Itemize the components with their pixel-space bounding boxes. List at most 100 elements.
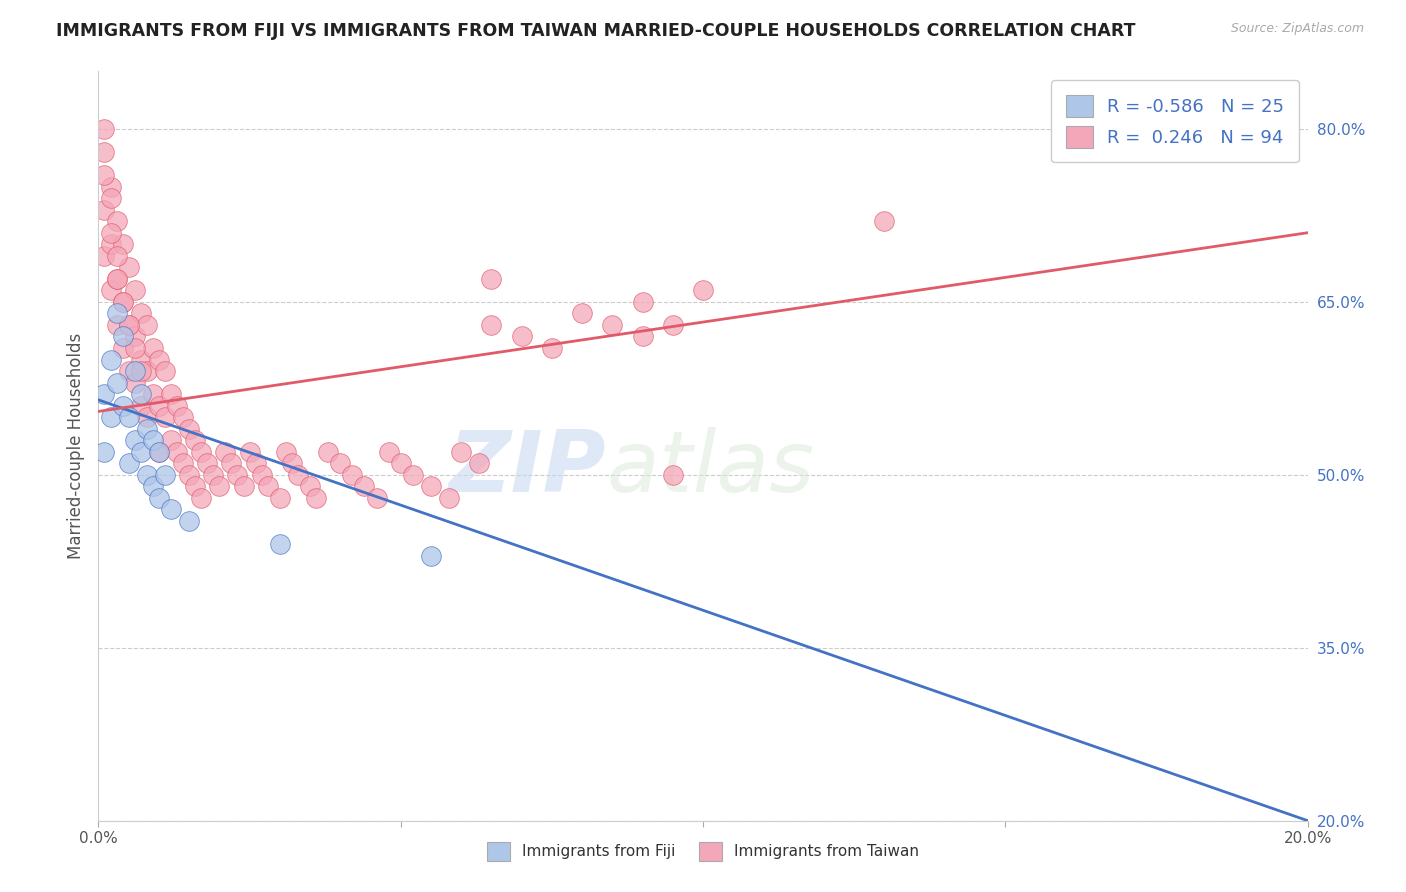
Point (135, 364, 157, 378)
Text: Source: ZipAtlas.com: Source: ZipAtlas.com (1230, 22, 1364, 36)
Point (166, 399, 188, 413)
Text: IMMIGRANTS FROM FIJI VS IMMIGRANTS FROM TAIWAN MARRIED-COUPLE HOUSEHOLDS CORRELA: IMMIGRANTS FROM FIJI VS IMMIGRANTS FROM … (56, 22, 1136, 40)
Point (142, 341, 165, 355)
Point (148, 352, 170, 367)
Point (153, 364, 176, 378)
Point (420, 549, 443, 563)
Point (179, 422, 201, 436)
Point (329, 456, 352, 470)
Point (281, 456, 304, 470)
Point (129, 352, 152, 367)
Point (124, 364, 146, 378)
Text: ZIP: ZIP (449, 427, 606, 510)
Point (93, 122, 115, 136)
Point (179, 467, 201, 482)
Point (510, 329, 533, 343)
Point (269, 491, 291, 505)
Point (377, 444, 399, 458)
Y-axis label: Married-couple Households: Married-couple Households (66, 333, 84, 559)
Point (481, 318, 503, 332)
Point (111, 399, 134, 413)
Point (93, 168, 115, 182)
Point (873, 214, 896, 228)
Point (111, 237, 134, 252)
Point (100, 237, 122, 252)
Point (129, 364, 152, 378)
Point (481, 272, 503, 286)
Point (389, 456, 412, 470)
Point (661, 467, 683, 482)
Point (135, 318, 157, 332)
Point (118, 410, 141, 425)
Point (111, 329, 134, 343)
Point (129, 306, 152, 320)
Point (468, 456, 491, 470)
Point (420, 479, 443, 493)
Point (160, 502, 183, 516)
Point (353, 479, 375, 493)
Point (160, 387, 183, 401)
Point (305, 491, 328, 505)
Point (299, 479, 322, 493)
Point (100, 284, 122, 298)
Point (129, 399, 152, 413)
Point (190, 444, 212, 458)
Point (148, 491, 170, 505)
Point (239, 444, 262, 458)
Point (450, 444, 472, 458)
Point (172, 410, 194, 425)
Point (160, 434, 183, 448)
Point (232, 479, 254, 493)
Point (129, 387, 152, 401)
Point (179, 514, 201, 528)
Point (316, 444, 339, 458)
Point (256, 479, 278, 493)
Point (129, 444, 152, 458)
Point (226, 467, 249, 482)
Point (93, 145, 115, 159)
Point (124, 284, 146, 298)
Point (631, 294, 654, 309)
Point (111, 341, 134, 355)
Point (105, 306, 128, 320)
Point (153, 467, 176, 482)
Point (118, 364, 141, 378)
Point (105, 318, 128, 332)
Point (184, 434, 207, 448)
Point (124, 434, 146, 448)
Point (142, 434, 165, 448)
Point (142, 387, 165, 401)
Point (184, 479, 207, 493)
Point (202, 467, 225, 482)
Point (93, 202, 115, 217)
Point (105, 249, 128, 263)
Point (274, 444, 297, 458)
Point (111, 294, 134, 309)
Point (437, 491, 460, 505)
Point (105, 214, 128, 228)
Point (100, 191, 122, 205)
Point (342, 467, 364, 482)
Point (208, 479, 231, 493)
Point (100, 352, 122, 367)
Legend: Immigrants from Fiji, Immigrants from Taiwan: Immigrants from Fiji, Immigrants from Ta… (475, 830, 931, 873)
Text: atlas: atlas (606, 427, 814, 510)
Point (692, 284, 714, 298)
Point (111, 294, 134, 309)
Point (105, 272, 128, 286)
Point (100, 179, 122, 194)
Point (124, 376, 146, 390)
Point (661, 318, 683, 332)
Point (166, 444, 188, 458)
Point (118, 318, 141, 332)
Point (148, 444, 170, 458)
Point (124, 341, 146, 355)
Point (366, 491, 388, 505)
Point (214, 444, 236, 458)
Point (100, 226, 122, 240)
Point (100, 410, 122, 425)
Point (135, 410, 157, 425)
Point (135, 422, 157, 436)
Point (135, 467, 157, 482)
Point (269, 537, 291, 551)
